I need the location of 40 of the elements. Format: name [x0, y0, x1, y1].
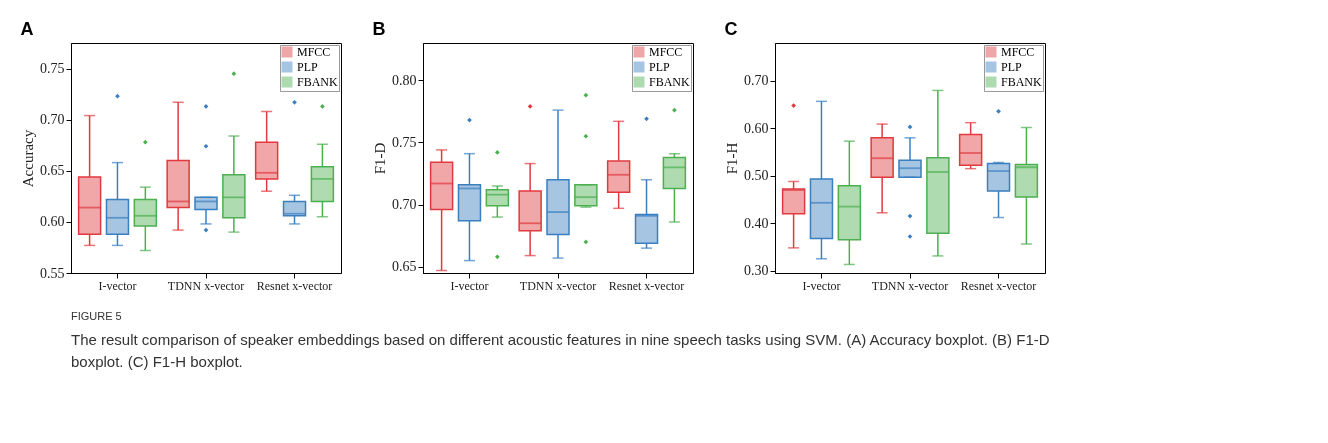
y-tick-label: 0.60 [40, 214, 65, 230]
legend-label: FBANK [1001, 75, 1043, 89]
x-tick-label: I-vector [802, 278, 841, 293]
chart-title: C [724, 19, 738, 39]
x-tick-label: TDNN x-vector [871, 278, 949, 293]
y-tick-label: 0.60 [744, 120, 769, 136]
y-tick-label: 0.70 [744, 73, 769, 89]
x-tick-label: Resnet x-vector [960, 278, 1037, 293]
legend-label: FBANK [649, 75, 691, 89]
legend-label: PLP [649, 60, 670, 74]
y-tick-label: 0.75 [40, 61, 65, 77]
y-tick-label: 0.55 [40, 265, 65, 281]
legend-label: MFCC [297, 45, 331, 59]
legend-label: MFCC [649, 45, 683, 59]
y-tick-label: 0.40 [744, 215, 769, 231]
x-tick-label: I-vector [98, 278, 137, 293]
y-axis-title: Accuracy [20, 129, 36, 188]
x-tick-label: I-vector [450, 278, 489, 293]
x-tick-label: Resnet x-vector [608, 278, 685, 293]
y-tick-label: 0.70 [392, 197, 417, 213]
y-tick-label: 0.70 [40, 112, 65, 128]
x-tick-label: Resnet x-vector [256, 278, 333, 293]
x-tick-label: TDNN x-vector [519, 278, 597, 293]
y-tick-label: 0.75 [392, 134, 417, 150]
y-axis-title: F1-D [372, 142, 388, 175]
legend-label: PLP [1001, 60, 1022, 74]
chart-title: B [372, 19, 386, 39]
y-tick-label: 0.65 [40, 163, 65, 179]
chart-title: A [20, 19, 34, 39]
y-axis-title: F1-H [724, 142, 740, 175]
caption: FIGURE 5 [71, 310, 122, 322]
y-tick-label: 0.65 [392, 259, 417, 275]
legend-label: FBANK [297, 75, 339, 89]
x-tick-label: TDNN x-vector [167, 278, 245, 293]
y-tick-label: 0.80 [392, 72, 417, 88]
legend-label: PLP [297, 60, 318, 74]
legend-label: MFCC [1001, 45, 1035, 59]
text: The result comparison of speaker embeddings based on different acoustic features in nine speech tasks using SVM. (A) Accuracy boxplot. (B) F1-D boxplot. (C) F1-H boxplot. [71, 331, 1050, 370]
y-tick-label: 0.50 [744, 168, 769, 184]
y-tick-label: 0.30 [744, 263, 769, 279]
